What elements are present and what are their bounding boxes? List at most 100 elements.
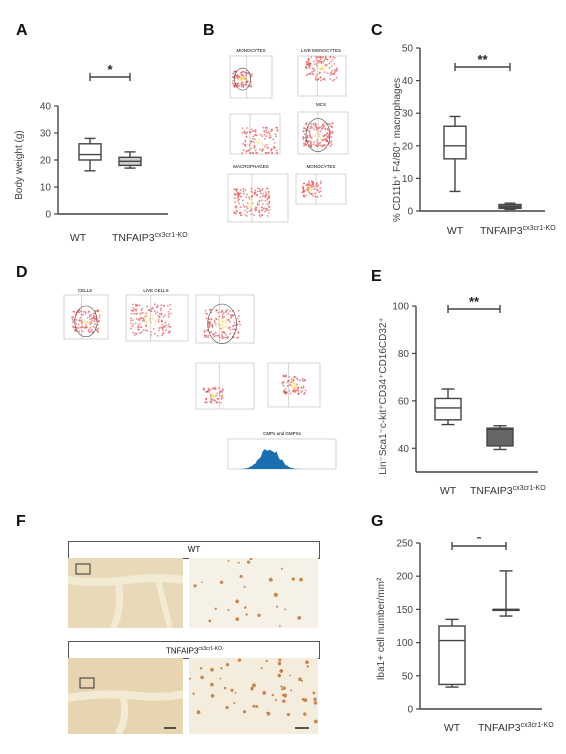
event-dot [248, 196, 250, 199]
event-dot [134, 322, 137, 325]
stained-cell [291, 577, 296, 581]
event-dot [261, 213, 263, 216]
y-axis-label: Iba1+ cell number/mm² [376, 577, 387, 680]
event-dot [251, 137, 254, 140]
event-dot [326, 135, 329, 138]
event-dot [231, 82, 234, 85]
event-dot [164, 314, 166, 317]
chart-e: Lin⁻Sca1⁻c-kit⁺CD34⁺CD16CD32⁺ 406080100 … [378, 296, 546, 497]
event-dot [87, 321, 89, 324]
event-dot [275, 135, 278, 138]
event-dot [159, 307, 162, 310]
event-dot [206, 390, 209, 393]
event-dot [139, 317, 142, 320]
x-category-label: TNFAIP3cx3cr1-KO [112, 232, 188, 244]
event-dot [267, 190, 270, 193]
event-dot [243, 205, 246, 208]
event-dot [77, 327, 80, 329]
stained-cell [235, 599, 239, 604]
event-dot [302, 138, 305, 141]
event-dot [130, 322, 132, 325]
y-tick-label: 10 [402, 174, 414, 185]
box-plot [486, 425, 514, 451]
stained-cell [230, 688, 234, 692]
event-dot [244, 209, 247, 212]
x-category-label: TNFAIP3cx3cr1-KO [478, 722, 554, 734]
event-dot [221, 317, 224, 319]
event-dot [136, 326, 139, 329]
event-dot [84, 312, 87, 315]
event-dot [221, 310, 223, 312]
stained-cell [192, 692, 195, 695]
event-dot [141, 331, 143, 334]
event-dot [264, 145, 266, 148]
event-dot [150, 308, 153, 310]
event-dot [302, 130, 305, 133]
event-dot [275, 149, 278, 152]
event-dot [235, 209, 238, 212]
event-dot [289, 384, 292, 387]
event-dot [304, 379, 307, 382]
event-dot [252, 135, 255, 138]
event-dot [268, 208, 271, 211]
event-dot [238, 85, 241, 87]
event-dot [81, 330, 84, 333]
event-dot [310, 189, 313, 192]
event-dot [321, 144, 324, 147]
event-dot [94, 318, 97, 321]
event-dot [166, 305, 169, 307]
event-dot [244, 83, 247, 86]
event-dot [319, 182, 322, 185]
event-dot [308, 132, 311, 135]
event-dot [141, 317, 143, 319]
event-dot [163, 304, 166, 307]
event-dot [261, 203, 264, 206]
event-dot [305, 123, 308, 126]
event-dot [83, 326, 86, 329]
event-dot [303, 189, 306, 192]
event-dot [310, 141, 313, 144]
stained-cell [282, 699, 286, 703]
event-dot [241, 199, 244, 202]
panel-label-c: C [371, 22, 383, 39]
event-dot [319, 141, 322, 144]
event-dot [246, 207, 249, 210]
event-dot [145, 322, 148, 325]
event-dot [237, 315, 240, 318]
event-dot [301, 379, 304, 382]
event-dot [271, 148, 273, 151]
event-dot [244, 145, 247, 147]
event-dot [330, 136, 333, 138]
event-dot [259, 133, 262, 136]
flow-plots-d: CELLS LIVE CELLS CMPs and GMPSs [56, 287, 356, 473]
event-dot [312, 70, 315, 73]
event-dot [326, 132, 329, 135]
stained-cell [303, 712, 307, 716]
event-dot [266, 207, 268, 210]
event-dot [325, 137, 328, 140]
event-dot [71, 318, 74, 320]
event-dot [233, 322, 236, 324]
event-dot [241, 127, 244, 130]
event-dot [167, 310, 170, 313]
event-dot [288, 376, 291, 378]
event-dot [237, 336, 239, 339]
event-dot [265, 126, 267, 129]
event-dot [250, 140, 252, 143]
event-dot [237, 75, 239, 78]
event-dot [310, 123, 313, 126]
event-dot [244, 139, 247, 142]
event-dot [150, 310, 153, 312]
event-dot [306, 67, 308, 69]
event-dot [210, 397, 212, 400]
flow-plot-frame [227, 173, 289, 223]
event-dot [220, 391, 222, 393]
event-dot [261, 189, 263, 192]
event-dot [333, 56, 336, 59]
y-tick-label: 30 [402, 109, 414, 120]
stained-cell [249, 557, 253, 561]
event-dot [314, 78, 317, 81]
micrograph-ko-overview [67, 658, 184, 736]
event-dot [222, 336, 225, 339]
y-tick-label: 40 [402, 76, 414, 87]
